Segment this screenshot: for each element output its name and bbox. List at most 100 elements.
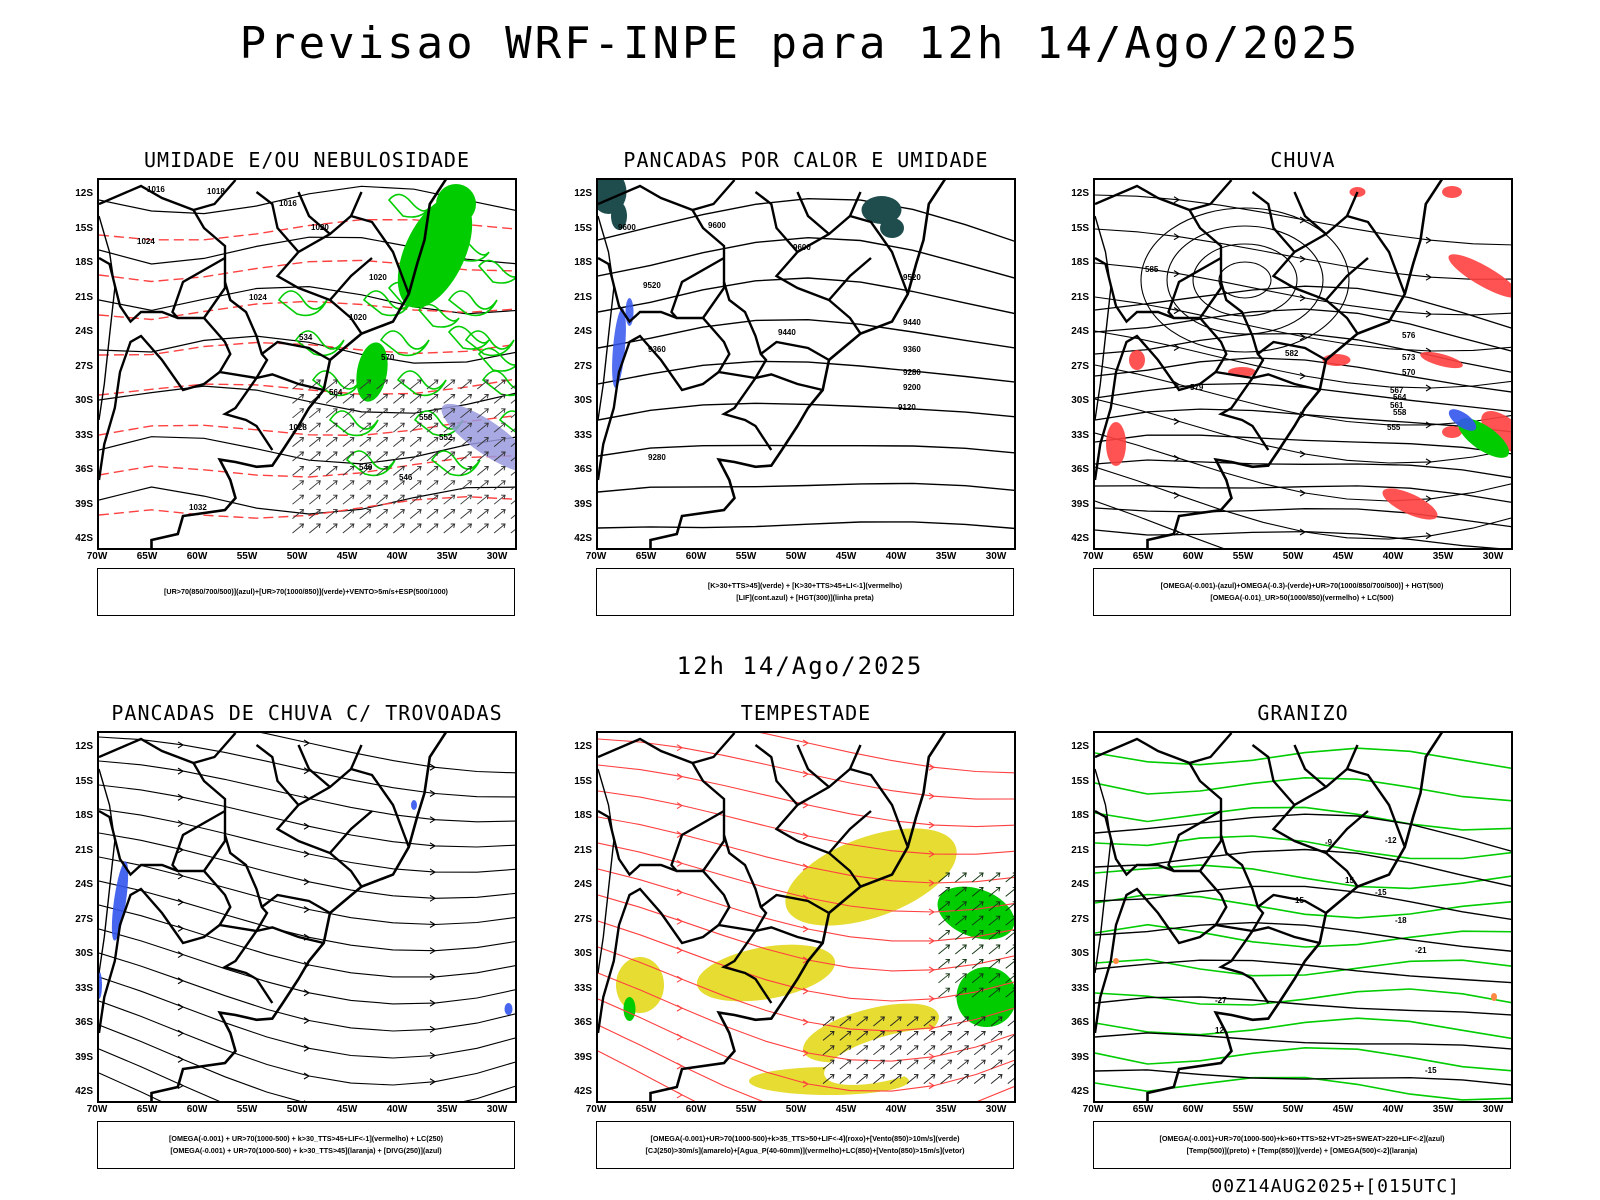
coastline [649,180,947,548]
streamline-arrow [177,820,185,828]
wind-vector [873,1059,885,1070]
country-border [1257,340,1327,362]
contour-label: -12 [1385,836,1397,845]
lat-tick-label: 18S [75,810,93,821]
wind-vector [477,509,489,519]
wind-vector [477,523,489,534]
wind-vector [443,451,456,462]
wind-vector [409,465,422,476]
omega500-area [1491,993,1497,1001]
humidity-contour [396,370,447,397]
wind-vector [443,494,456,505]
streamline-arrow [1173,307,1181,315]
contour-label: 9120 [898,403,916,412]
streamline-arrow [429,842,437,850]
country-border [760,893,830,915]
lat-tick-label: 21S [574,291,592,303]
wind-vector [906,1030,919,1041]
wind-vector [1005,886,1014,897]
wind-vector [309,494,321,505]
lon-tick-label: 40W [386,1104,408,1115]
streamline-arrow [802,770,810,778]
humidity-outline-area [436,184,476,224]
wind-vector [460,509,473,519]
omega500-area [1113,958,1119,964]
andes-line [99,768,116,974]
wind-vector [426,408,439,419]
country-border [670,809,756,933]
country-border [1293,744,1327,788]
contour-label: -9 [1325,838,1333,847]
streamline-arrow [1173,344,1181,352]
lon-tick-label: 35W [935,1104,957,1115]
lat-tick-label: 30S [574,948,592,959]
panel-title-tempestade: TEMPESTADE [740,701,872,725]
contour-label: 9440 [778,328,796,337]
wind-vector [856,1030,869,1041]
streamline-arrow [1299,528,1307,536]
lat-tick-label: 42S [75,1086,93,1097]
lon-tick-label: 45W [336,551,358,562]
country-border [702,282,726,319]
lat-tick-label: 36S [75,1017,93,1028]
contour-label: 1032 [189,503,207,512]
temp500-contour-line [1095,848,1511,887]
legend-line: [K>30+TTS>45](verde) + [K>30+TTS>45+LI<-… [707,581,903,590]
contour-label: 564 [329,388,343,397]
lat-tick-label: 39S [75,1051,93,1063]
country-border [828,257,872,301]
country-border [256,373,324,392]
humidity-contour [277,290,328,317]
country-border [1095,256,1175,324]
map-pancadas-calor: 9600 9600 9600 9520 9520 9440 9440 9360 9360 9280… [596,178,1016,550]
country-border [702,835,726,872]
country-border [350,767,410,848]
lon-tick-label: 70W [1082,551,1104,562]
panel-title-pancadas-calor: PANCADAS POR CALOR E UMIDADE [623,148,989,172]
map-tempestade [596,731,1016,1103]
lat-tick-label: 42S [574,1086,592,1097]
wind-vector [988,901,1001,912]
lat-tick-label: 24S [1071,326,1089,337]
wind-vector [393,509,405,519]
wind-vector [409,451,422,462]
wind-vector [426,437,439,447]
wind-vector [393,393,405,404]
wind-vector [873,1045,885,1056]
wind-vector [443,523,456,534]
streamline-arrow [676,1062,684,1070]
humidity-contour [447,325,490,350]
wind-vector [309,523,321,534]
pressure-contour-line [99,436,515,465]
contour-label: -21 [1415,946,1427,955]
wind-vector [940,1059,953,1070]
lon-tick-label: 30W [1482,551,1504,562]
streamline-arrow [429,921,437,928]
lon-tick-label: 50W [785,551,807,562]
wind-vector [839,1074,852,1084]
wind-vector [292,465,305,476]
jet-stream-area [803,1003,939,1063]
lon-tick-label: 50W [286,1104,308,1115]
hgt500-contours [1095,285,1511,548]
wind-vector [359,379,372,390]
contour-label: 552 [439,433,453,442]
wind-vector [342,393,355,404]
wind-vector [460,437,473,447]
temp500-contour-line [1095,921,1511,952]
andes-line [598,215,615,421]
wind-vector [359,465,372,476]
country-border [297,744,331,788]
streamline [598,1050,696,1101]
wind-vector [988,944,1001,955]
wind-vector [325,393,338,404]
streamline-arrow [802,832,810,840]
lon-tick-label: 35W [935,551,957,562]
wind-vector [1005,901,1014,912]
wind-vector [955,958,967,969]
wind-vector [990,1045,1003,1056]
lon-tick-label: 45W [835,551,857,562]
humidity-contour [447,290,498,317]
geography [99,180,448,548]
